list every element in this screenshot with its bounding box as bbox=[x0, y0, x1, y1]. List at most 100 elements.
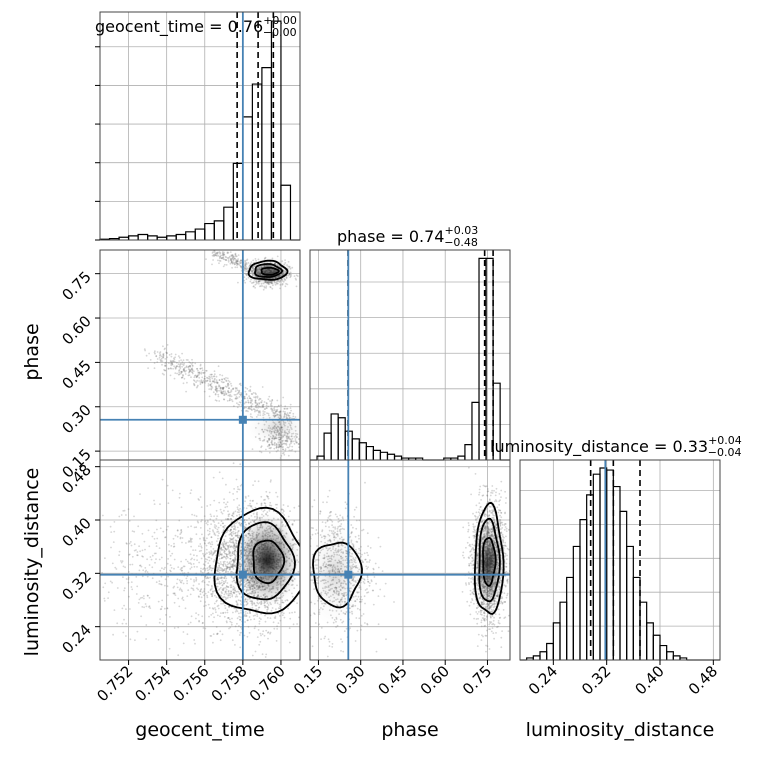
sample-point-1515 bbox=[220, 591, 223, 593]
sample-point-2447 bbox=[162, 530, 165, 533]
sample-point-2654 bbox=[65, 563, 67, 565]
sample-point-275 bbox=[202, 568, 205, 571]
sample-point-1740 bbox=[272, 443, 275, 446]
sample-point-326 bbox=[227, 382, 230, 385]
sample-point-2587 bbox=[197, 588, 200, 591]
sample-point-1009 bbox=[264, 256, 267, 259]
sample-point-680 bbox=[211, 387, 214, 389]
sample-point-2264 bbox=[203, 555, 206, 558]
panel-hist-geocent-time: geocent_time = 0.76+0.00 −0.00 bbox=[95, 11, 301, 241]
sample-point-319 bbox=[190, 363, 193, 365]
sample-point-806 bbox=[216, 585, 219, 588]
sample-point-1718 bbox=[221, 512, 224, 515]
sample-point-1968 bbox=[226, 505, 229, 508]
sample-point-2064 bbox=[289, 510, 291, 512]
sample-point-860 bbox=[217, 254, 220, 257]
sample-point-2154 bbox=[221, 576, 224, 579]
sample-point-885 bbox=[222, 252, 225, 255]
sample-point-1289 bbox=[281, 508, 283, 510]
sample-point-162 bbox=[216, 528, 219, 531]
sample-point-996 bbox=[293, 520, 296, 522]
sample-point-1465 bbox=[279, 284, 282, 286]
sample-point-163 bbox=[179, 366, 182, 368]
sample-point-1328 bbox=[222, 569, 225, 571]
sample-point-2164 bbox=[215, 525, 218, 527]
sample-point-140 bbox=[209, 565, 211, 568]
sample-point-2719 bbox=[231, 566, 234, 568]
sample-point-71 bbox=[270, 402, 273, 405]
sample-point-83 bbox=[250, 393, 253, 395]
sample-point-137 bbox=[159, 358, 162, 361]
frame-h1 bbox=[309, 249, 511, 461]
sample-point-2683 bbox=[208, 556, 211, 559]
sample-point-1633 bbox=[231, 550, 234, 553]
sample-point-958 bbox=[237, 254, 240, 256]
sample-point-1502 bbox=[281, 278, 283, 280]
sample-point-733 bbox=[243, 268, 246, 271]
sample-point-1605 bbox=[251, 507, 254, 510]
sample-point-420 bbox=[211, 380, 214, 382]
sample-point-2563 bbox=[161, 478, 164, 481]
sample-point-1470 bbox=[232, 589, 235, 591]
sample-point-1851 bbox=[259, 516, 261, 519]
sample-point-308 bbox=[223, 556, 226, 558]
sample-point-1235 bbox=[226, 593, 228, 595]
sample-point-2685 bbox=[200, 596, 203, 599]
title-luminosity-distance: luminosity_distance = 0.33+0.04 −0.04 bbox=[490, 434, 742, 459]
sample-point-938 bbox=[245, 266, 248, 269]
sample-point-637 bbox=[288, 412, 291, 414]
sample-point-1500 bbox=[288, 520, 290, 523]
sample-point-886 bbox=[249, 499, 252, 502]
sample-point-294 bbox=[166, 356, 169, 359]
sample-point-326 bbox=[223, 555, 225, 558]
sample-point-1166 bbox=[275, 281, 278, 284]
sample-point-325 bbox=[238, 389, 241, 392]
sample-point-622 bbox=[184, 370, 187, 373]
sample-point-2579 bbox=[179, 533, 182, 535]
sample-point-681 bbox=[230, 591, 233, 593]
sample-point-858 bbox=[236, 259, 239, 262]
sample-point-439 bbox=[278, 414, 281, 417]
sample-point-760 bbox=[236, 260, 239, 263]
sample-point-819 bbox=[231, 256, 234, 259]
sample-point-333 bbox=[276, 414, 279, 416]
sample-point-1549 bbox=[244, 585, 247, 588]
sample-point-623 bbox=[262, 510, 265, 513]
sample-point-870 bbox=[211, 595, 214, 597]
sample-point-466 bbox=[289, 403, 292, 406]
sample-point-1186 bbox=[252, 484, 255, 486]
sample-point-1374 bbox=[226, 501, 229, 504]
sample-point-350 bbox=[186, 381, 188, 384]
sample-point-198 bbox=[227, 382, 229, 385]
sample-point-567 bbox=[230, 584, 233, 586]
sample-point-151 bbox=[163, 373, 165, 376]
sample-point-436 bbox=[220, 386, 222, 389]
sample-point-764 bbox=[219, 251, 222, 254]
sample-point-536 bbox=[156, 358, 159, 360]
sample-point-1940 bbox=[274, 435, 277, 438]
sample-point-1399 bbox=[224, 579, 227, 582]
sample-point-22 bbox=[183, 362, 186, 365]
sample-point-1041 bbox=[313, 653, 315, 655]
sample-point-2754 bbox=[141, 532, 144, 535]
sample-point-599 bbox=[202, 372, 205, 374]
sample-point-606 bbox=[279, 411, 282, 414]
sample-point-2198 bbox=[222, 580, 225, 583]
sample-point-1760 bbox=[291, 440, 293, 443]
sample-point-2262 bbox=[196, 587, 198, 590]
sample-point-2732 bbox=[145, 569, 148, 572]
sample-point-997 bbox=[224, 590, 227, 593]
sample-point-2757 bbox=[170, 567, 173, 569]
sample-point-2649 bbox=[187, 541, 190, 543]
sample-point-1259 bbox=[233, 561, 236, 564]
sample-point-1833 bbox=[304, 551, 306, 553]
sample-point-1083 bbox=[271, 257, 274, 260]
sample-point-462 bbox=[254, 399, 257, 402]
sample-point-1513 bbox=[234, 528, 237, 531]
sample-point-794 bbox=[229, 259, 232, 262]
sample-point-607 bbox=[283, 407, 286, 410]
sample-point-1247 bbox=[193, 526, 196, 529]
sample-point-1421 bbox=[220, 553, 223, 556]
sample-point-532 bbox=[236, 402, 238, 405]
sample-point-512 bbox=[236, 387, 238, 390]
